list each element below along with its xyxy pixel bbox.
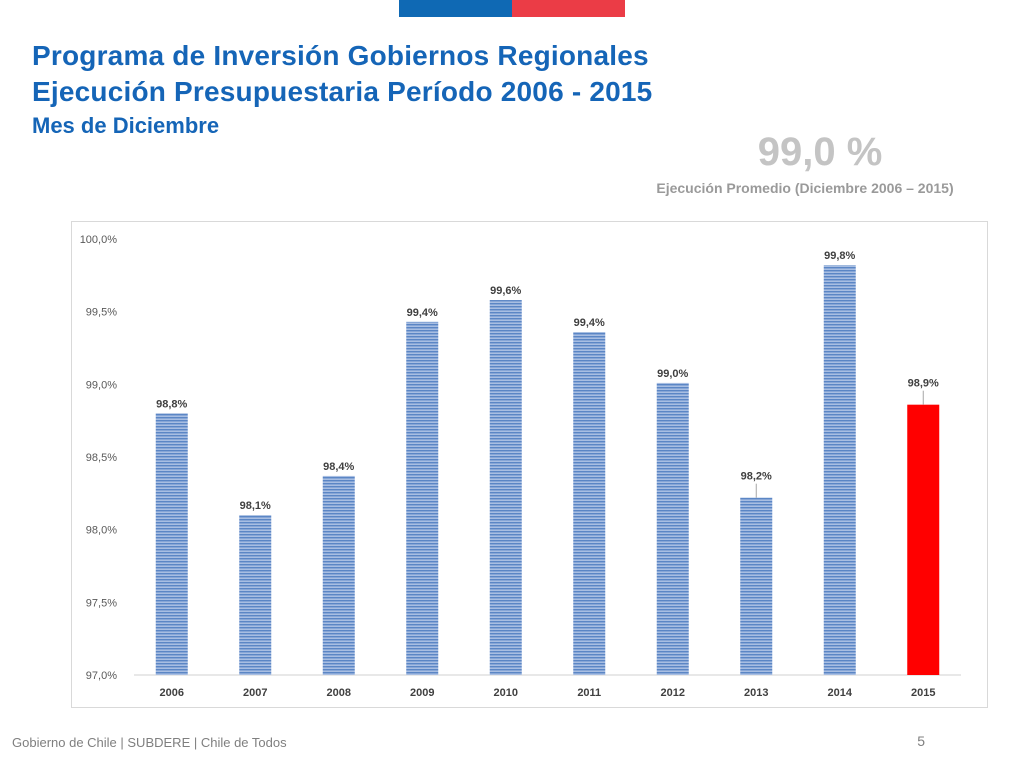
average-execution-label: Ejecución Promedio (Diciembre 2006 – 201… — [656, 180, 954, 196]
x-tick-label-2013: 2013 — [744, 687, 768, 699]
data-label-2015: 98,9% — [908, 378, 939, 390]
bar-chart-svg: 97,0% 97,5% 98,0% 98,5% 99,0% 99,5% 100,0% 98,8… — [80, 234, 961, 699]
x-tick-label-2011: 2011 — [577, 687, 601, 699]
bar-2006 — [155, 413, 188, 675]
x-tick-label-2008: 2008 — [327, 687, 351, 699]
flag-red-stripe — [512, 0, 625, 17]
y-tick-label: 100,0% — [80, 234, 118, 246]
page-title: Programa de Inversión Gobiernos Regional… — [32, 38, 652, 110]
data-label-2007: 98,1% — [240, 500, 271, 512]
title-line-2: Ejecución Presupuestaria Período 2006 - … — [32, 76, 653, 107]
bar-2014 — [823, 265, 856, 675]
flag-blue-stripe — [399, 0, 512, 17]
title-line-1: Programa de Inversión Gobiernos Regional… — [32, 40, 649, 71]
data-label-2008: 98,4% — [323, 461, 354, 473]
y-tick-label: 98,0% — [86, 525, 117, 537]
data-label-2011: 99,4% — [574, 317, 605, 329]
data-label-2013: 98,2% — [741, 471, 772, 483]
bar-2015 — [907, 404, 940, 675]
data-label-2009: 99,4% — [407, 307, 438, 319]
data-label-2006: 98,8% — [156, 398, 187, 410]
bar-2013 — [740, 497, 773, 675]
bar-2011 — [573, 332, 606, 675]
x-tick-label-2006: 2006 — [160, 687, 184, 699]
data-label-2010: 99,6% — [490, 285, 521, 297]
y-tick-label: 99,5% — [86, 307, 117, 319]
y-tick-label: 97,0% — [86, 670, 117, 682]
average-execution-value: 99,0 % — [757, 130, 883, 174]
data-label-2012: 99,0% — [657, 368, 688, 380]
bar-2008 — [322, 475, 355, 675]
y-tick-label: 98,5% — [86, 452, 117, 464]
x-tick-label-2015: 2015 — [911, 687, 935, 699]
x-tick-label-2009: 2009 — [410, 687, 434, 699]
bar-2012 — [656, 382, 689, 675]
bar-chart: 97,0% 97,5% 98,0% 98,5% 99,0% 99,5% 100,0% 98,8… — [71, 221, 988, 708]
bar-2009 — [406, 321, 439, 675]
bar-2010 — [489, 300, 522, 675]
x-tick-label-2014: 2014 — [828, 687, 853, 699]
footer-text: Gobierno de Chile | SUBDERE | Chile de T… — [12, 735, 287, 750]
page-subtitle: Mes de Diciembre — [32, 113, 220, 138]
page-number: 5 — [917, 733, 925, 749]
y-tick-label: 97,5% — [86, 597, 117, 609]
x-tick-label-2012: 2012 — [661, 687, 685, 699]
x-tick-label-2010: 2010 — [494, 687, 518, 699]
bar-2007 — [239, 515, 272, 675]
data-label-2014: 99,8% — [824, 250, 855, 262]
x-tick-label-2007: 2007 — [243, 687, 267, 699]
y-tick-label: 99,0% — [86, 379, 117, 391]
